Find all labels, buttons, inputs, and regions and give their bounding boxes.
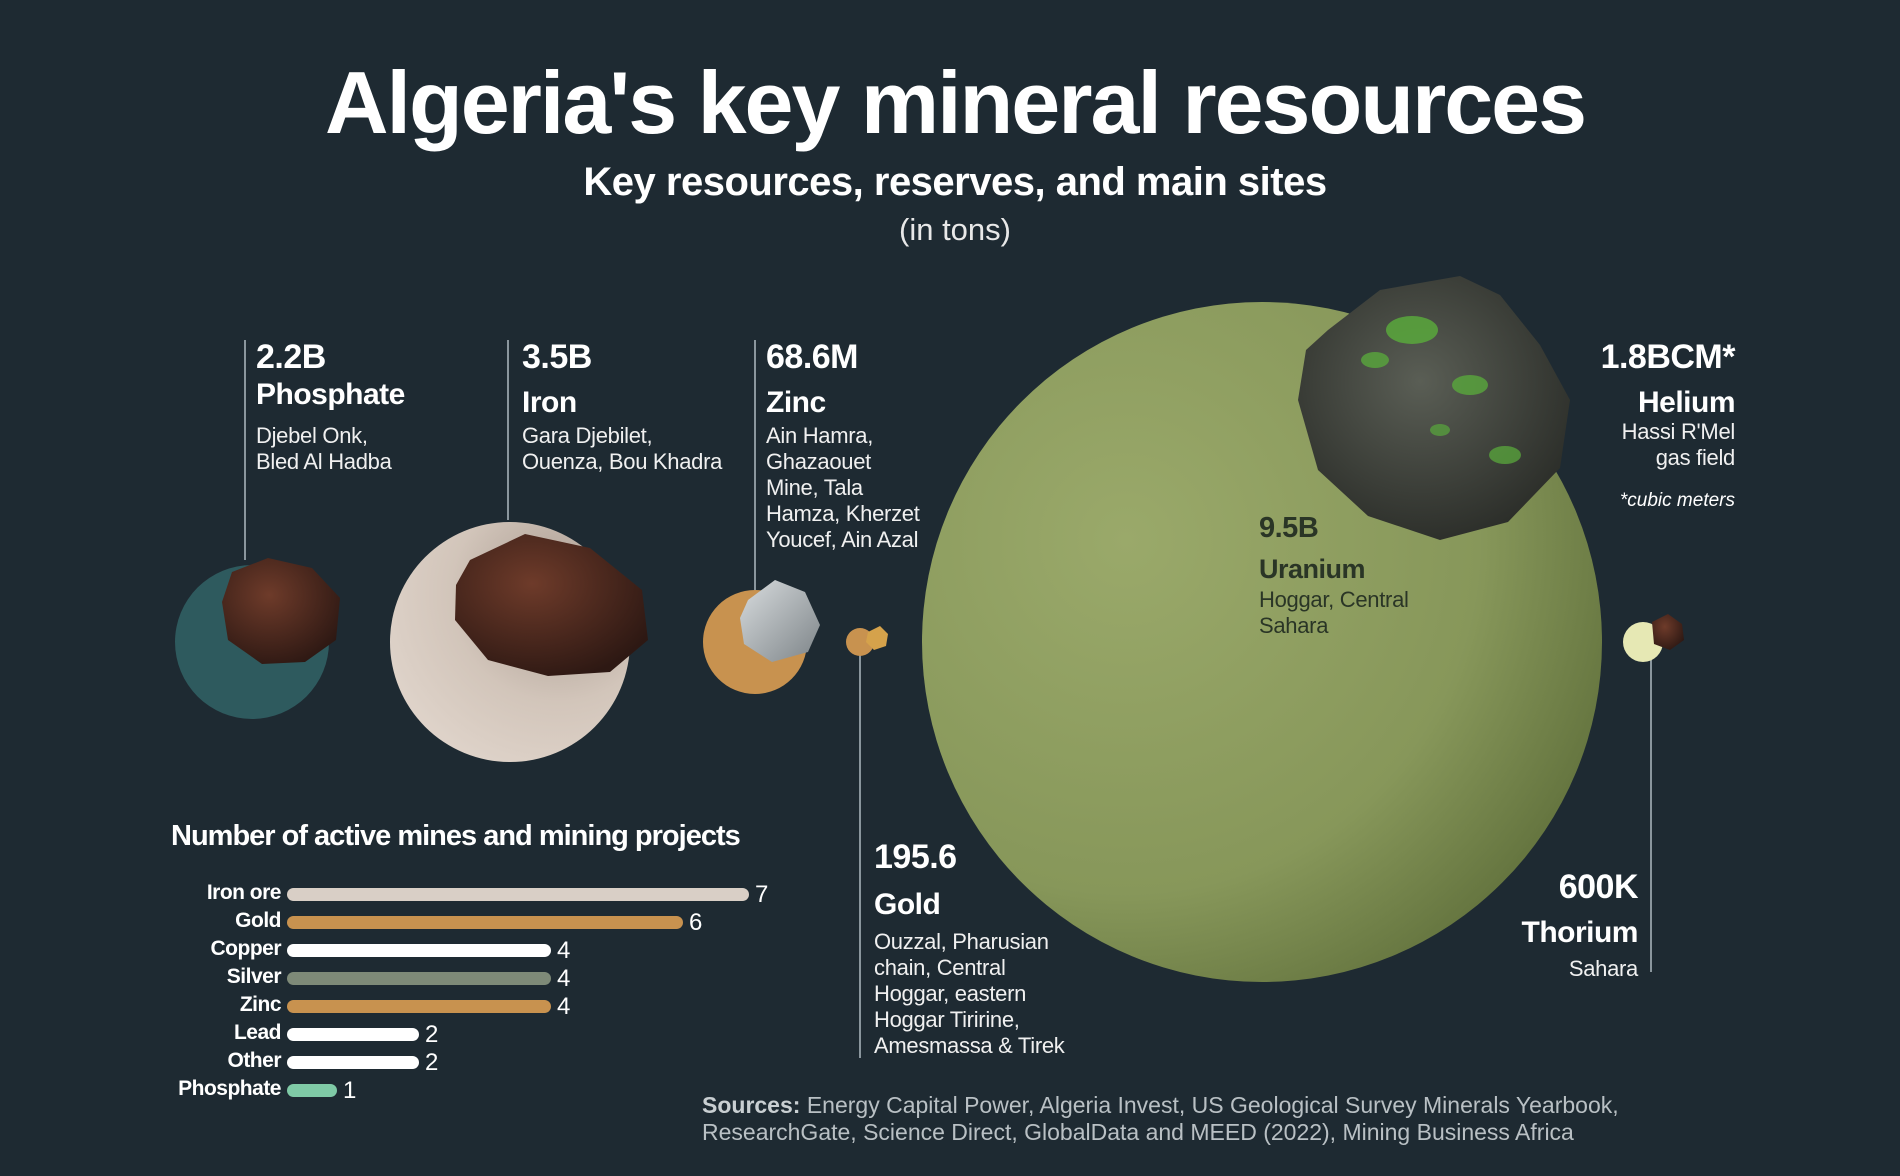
unit-note: (in tons) (899, 212, 1011, 247)
sources-line-2: ResearchGate, Science Direct, GlobalData… (702, 1119, 1574, 1145)
uranium-ore-speckle (1430, 424, 1450, 436)
zinc-sites: Ain Hamra, Ghazaouet Mine, Tala Hamza, K… (766, 423, 920, 552)
helium-sites: Hassi R'Mel gas field (1621, 419, 1736, 470)
bar-value-phosphate: 1 (343, 1077, 356, 1104)
gold-bubble (846, 628, 874, 656)
bar-label-zinc: Zinc (240, 993, 282, 1016)
iron-sites: Gara Djebilet, Ouenza, Bou Khadra (522, 423, 723, 474)
sources-line-1: Energy Capital Power, Algeria Invest, US… (800, 1092, 1619, 1118)
helium-value: 1.8BCM* (1600, 338, 1736, 376)
uranium-ore-speckle (1386, 316, 1438, 344)
bar-copper (287, 944, 551, 957)
gold-nugget-icon (866, 626, 888, 650)
bar-value-copper: 4 (557, 937, 570, 964)
phosphate-name: Phosphate (256, 378, 405, 411)
bar-value-zinc: 4 (557, 993, 570, 1020)
bar-value-other: 2 (425, 1049, 438, 1076)
bar-phosphate (287, 1084, 337, 1097)
zinc-rock-icon (740, 580, 820, 662)
sources-label: Sources: (702, 1092, 801, 1118)
bar-label-lead: Lead (234, 1021, 281, 1044)
zinc-name: Zinc (766, 386, 826, 419)
phosphate-sites: Djebel Onk, Bled Al Hadba (256, 423, 392, 474)
bar-silver (287, 972, 551, 985)
uranium-ore-speckle (1452, 375, 1488, 395)
gold-sites: Ouzzal, Pharusian chain, Central Hoggar,… (874, 929, 1065, 1058)
zinc-value: 68.6M (766, 338, 859, 376)
bar-other (287, 1056, 419, 1069)
thorium-sites: Sahara (1568, 956, 1638, 981)
page-subtitle: Key resources, reserves, and main sites (583, 160, 1327, 204)
bar-label-other: Other (227, 1049, 281, 1072)
helium-footnote: *cubic meters (1619, 490, 1735, 511)
gold-value: 195.6 (874, 838, 957, 876)
thorium-rock-icon (1652, 614, 1684, 650)
thorium-name: Thorium (1521, 916, 1639, 949)
bar-label-phosphate: Phosphate (178, 1077, 281, 1100)
bar-label-copper: Copper (211, 937, 282, 960)
sources-note: Sources: Energy Capital Power, Algeria I… (702, 1092, 1619, 1146)
page-title: Algeria's key mineral resources (324, 53, 1587, 152)
bar-value-lead: 2 (425, 1021, 438, 1048)
bar-lead (287, 1028, 419, 1041)
iron-rock-icon (455, 534, 648, 676)
uranium-ore-rock-icon (1298, 276, 1570, 540)
iron-value: 3.5B (522, 338, 592, 376)
bar-zinc (287, 1000, 551, 1013)
uranium-name: Uranium (1259, 554, 1366, 584)
bar-value-iron-ore: 7 (755, 881, 768, 908)
phosphate-rock-icon (222, 558, 340, 664)
helium-name: Helium (1637, 386, 1736, 419)
uranium-ore-speckle (1489, 446, 1521, 464)
uranium-value: 9.5B (1259, 512, 1319, 544)
bar-value-gold: 6 (689, 909, 702, 936)
thorium-value: 600K (1558, 868, 1639, 906)
bar-value-silver: 4 (557, 965, 570, 992)
phosphate-value: 2.2B (256, 338, 326, 376)
iron-name: Iron (522, 386, 577, 419)
bar-chart-title: Number of active mines and mining projec… (171, 820, 741, 852)
bar-label-iron-ore: Iron ore (207, 881, 281, 904)
bar-gold (287, 916, 683, 929)
uranium-ore-speckle (1361, 352, 1389, 368)
gold-name: Gold (874, 888, 941, 921)
bar-label-silver: Silver (227, 965, 282, 988)
bar-label-gold: Gold (235, 909, 281, 932)
uranium-sites: Hoggar, Central Sahara (1259, 587, 1409, 638)
bar-iron-ore (287, 888, 749, 901)
